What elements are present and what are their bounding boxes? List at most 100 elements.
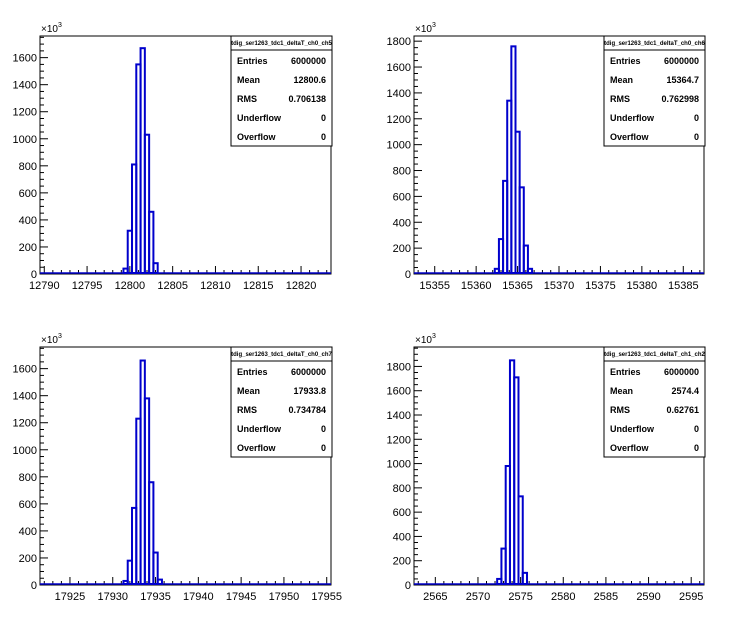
stat-label: Underflow	[610, 424, 655, 434]
y-tick-label: 1400	[13, 391, 37, 403]
stat-value: 0	[321, 443, 326, 453]
histogram-panel-1: 0 200 400 600 800 1000 1200 1400 1600 12790 12795 1…	[13, 22, 333, 292]
y-tick-label: 200	[393, 243, 411, 255]
stats-box: tdig_ser1263_tdc1_deltaT_ch1_ch2 Entries 6…	[603, 346, 706, 458]
y-tick-label: 1800	[387, 36, 411, 48]
stats-box-frame	[603, 35, 706, 147]
stat-label: Entries	[237, 367, 268, 377]
x-tick-label: 2580	[551, 591, 575, 603]
stats-box: tdig_ser1263_tdc1_deltaT_ch0_ch7 Entries 6…	[230, 346, 333, 458]
stat-value: 2574.4	[671, 386, 699, 396]
histogram-title: tdig_ser1263_tdc1_deltaT_ch0_ch6	[604, 41, 705, 47]
y-multiplier-label: ×103	[415, 22, 436, 35]
y-multiplier-label: ×103	[41, 22, 62, 35]
x-tick-label: 12815	[243, 280, 274, 292]
x-tick-label: 15360	[461, 280, 492, 292]
histogram-bin	[526, 267, 534, 274]
y-multiplier-label: ×103	[415, 333, 436, 346]
histogram-bin	[148, 481, 155, 585]
stat-value: 15364.7	[666, 75, 699, 85]
stat-label: Mean	[237, 386, 260, 396]
stats-box-frame	[603, 346, 706, 458]
y-tick-label: 800	[19, 472, 37, 484]
x-tick-label: 12800	[115, 280, 146, 292]
y-tick-label: 1000	[387, 140, 411, 152]
y-tick-label: 1800	[387, 361, 411, 373]
histogram-panel-2: 0 200 400 600 800 1000 1200 1400 1600 1800 15355 15…	[387, 22, 706, 292]
y-tick-label: 0	[405, 580, 411, 592]
histogram-title: tdig_ser1263_tdc1_deltaT_ch0_ch5	[231, 41, 332, 47]
stat-label: Entries	[610, 56, 641, 66]
stats-box: tdig_ser1263_tdc1_deltaT_ch0_ch6 Entries 6…	[603, 35, 706, 147]
stat-label: Overflow	[237, 132, 277, 142]
y-tick-label: 800	[393, 483, 411, 495]
stat-label: RMS	[610, 405, 630, 415]
x-tick-label: 2575	[508, 591, 532, 603]
histogram-panel-4: 0 200 400 600 800 1000 1200 1400 1600 1800 2565 257…	[387, 333, 706, 603]
stat-value: 12800.6	[293, 75, 326, 85]
histogram-panel-3: 0 200 400 600 800 1000 1200 1400 1600 17925 17930 1…	[13, 333, 343, 603]
x-tick-label: 12805	[157, 280, 188, 292]
y-tick-label: 800	[19, 161, 37, 173]
stat-label: Mean	[610, 75, 633, 85]
x-tick-label: 2570	[466, 591, 490, 603]
x-tick-label: 17940	[183, 591, 214, 603]
x-tick-label: 17955	[311, 591, 342, 603]
histogram-bin	[156, 578, 163, 585]
y-tick-label: 400	[393, 531, 411, 543]
x-tick-label: 17945	[226, 591, 257, 603]
y-tick-label: 600	[19, 188, 37, 200]
x-tick-label: 2595	[679, 591, 703, 603]
x-tick-label: 15375	[585, 280, 616, 292]
x-tick-label: 2590	[636, 591, 660, 603]
y-tick-label: 1200	[387, 114, 411, 126]
y-tick-label: 200	[19, 242, 37, 254]
stat-value: 6000000	[664, 367, 699, 377]
x-tick-label: 12795	[72, 280, 103, 292]
y-tick-label: 1000	[13, 134, 37, 146]
histogram-bin	[148, 210, 155, 274]
stats-box: tdig_ser1263_tdc1_deltaT_ch0_ch5 Entries 6…	[230, 35, 333, 147]
stat-label: Underflow	[237, 113, 282, 123]
stats-box-frame	[230, 35, 333, 147]
y-tick-label: 1400	[387, 88, 411, 100]
x-tick-label: 15365	[502, 280, 533, 292]
y-tick-label: 200	[393, 556, 411, 568]
y-tick-label: 1200	[13, 418, 37, 430]
stat-label: RMS	[237, 94, 257, 104]
plot-frame	[413, 346, 705, 586]
x-tick-label: 12810	[200, 280, 231, 292]
x-tick-label: 17930	[97, 591, 128, 603]
stat-value: 0	[321, 113, 326, 123]
y-tick-label: 400	[19, 526, 37, 538]
stat-label: Mean	[610, 386, 633, 396]
x-tick-label: 15380	[627, 280, 658, 292]
x-tick-label: 15355	[419, 280, 450, 292]
stat-value: 0	[321, 424, 326, 434]
x-tick-label: 17925	[55, 591, 86, 603]
x-tick-label: 15370	[544, 280, 575, 292]
x-tick-label: 2585	[594, 591, 618, 603]
histogram-bin	[152, 262, 159, 275]
plot-frame	[39, 346, 332, 586]
histogram-bin	[517, 495, 524, 586]
stats-box-frame	[230, 346, 333, 458]
histogram-bin	[518, 186, 525, 274]
y-tick-label: 1600	[13, 364, 37, 376]
y-tick-label: 1000	[13, 445, 37, 457]
stat-value: 0	[321, 132, 326, 142]
x-tick-label: 17950	[269, 591, 300, 603]
x-tick-label: 12820	[286, 280, 317, 292]
stat-value: 0	[694, 113, 699, 123]
stat-value: 0.706138	[288, 94, 326, 104]
y-tick-label: 600	[19, 499, 37, 511]
stat-value: 0.762998	[661, 94, 699, 104]
y-tick-label: 1600	[387, 386, 411, 398]
y-tick-label: 0	[31, 580, 37, 592]
plot-frame	[39, 35, 332, 275]
histogram-title: tdig_ser1263_tdc1_deltaT_ch1_ch2	[604, 352, 705, 358]
stat-value: 6000000	[291, 367, 326, 377]
stat-value: 6000000	[291, 56, 326, 66]
stat-label: RMS	[237, 405, 257, 415]
x-tick-label: 15385	[668, 280, 699, 292]
